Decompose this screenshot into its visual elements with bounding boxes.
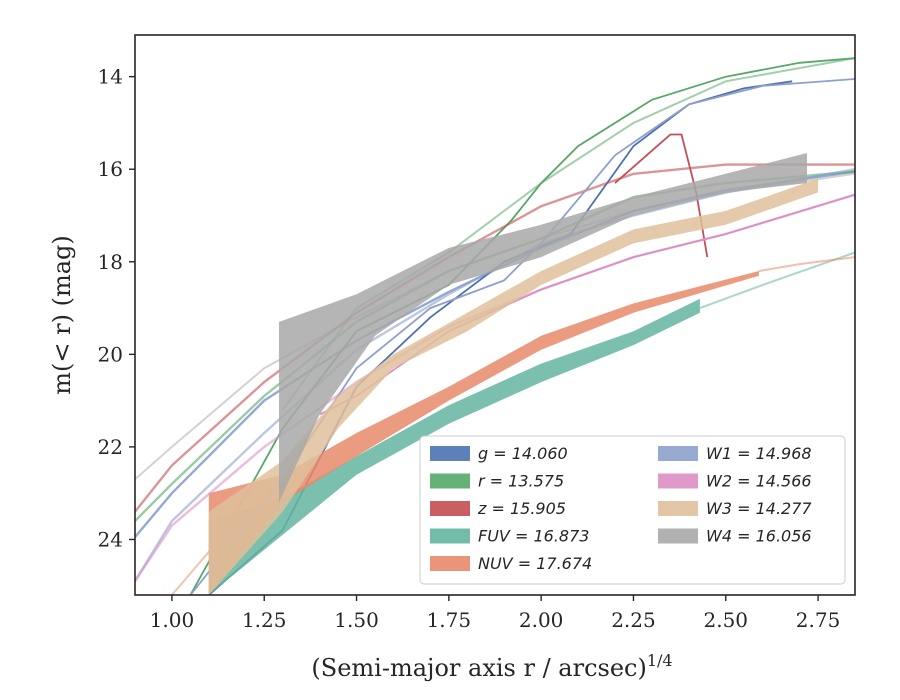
- legend-label-r: r = 13.575: [478, 472, 564, 491]
- band-w4: [279, 153, 807, 503]
- x-tick-label: 2.00: [519, 608, 564, 632]
- legend-label-z: z = 15.905: [477, 499, 566, 518]
- y-axis-label: m(< r) (mag): [48, 235, 76, 394]
- y-tick-label: 20: [98, 342, 123, 366]
- legend-swatch-w3: [658, 501, 698, 516]
- legend-box: [419, 435, 846, 585]
- legend-swatch-r: [430, 473, 470, 489]
- x-tick-label: 2.50: [704, 608, 749, 632]
- x-axis-label-text: (Semi-major axis r / arcsec): [311, 654, 646, 682]
- y-tick-label: 14: [98, 65, 123, 89]
- legend-label-nuv: NUV = 17.674: [478, 554, 592, 573]
- x-tick-label: 1.75: [427, 608, 472, 632]
- legend-swatch-w2: [658, 473, 698, 489]
- legend-swatch-w4: [658, 528, 698, 544]
- x-tick-label: 1.25: [242, 608, 287, 632]
- x-axis: 1.00 1.25 1.50 1.75 2.00 2.25 2.50 2.75: [150, 595, 841, 632]
- x-tick-label: 1.00: [150, 608, 195, 632]
- x-tick-label: 2.75: [796, 608, 841, 632]
- legend: g = 14.060 r = 13.575 z = 15.905 FUV = 16.8…: [419, 435, 846, 585]
- legend-label-g: g = 14.060: [478, 444, 568, 463]
- legend-label-w3: W3 = 14.277: [706, 499, 812, 518]
- legend-label-w1: W1 = 14.968: [706, 444, 812, 463]
- x-axis-label-superscript: 1/4: [647, 651, 673, 670]
- extra-profile-line-0: [135, 172, 855, 481]
- model-fuv: [699, 251, 855, 310]
- legend-swatch-nuv: [430, 556, 470, 571]
- legend-swatch-g: [430, 446, 470, 461]
- x-tick-label: 2.25: [611, 608, 656, 632]
- legend-label-fuv: FUV = 16.873: [478, 527, 589, 546]
- legend-label-w2: W2 = 14.566: [706, 472, 812, 491]
- legend-swatch-w1: [658, 446, 698, 461]
- legend-swatch-z: [430, 501, 470, 516]
- legend-label-w4: W4 = 16.056: [706, 527, 812, 546]
- model-nuv: [758, 256, 855, 272]
- band-fuv: [208, 298, 700, 595]
- x-axis-label: (Semi-major axis r / arcsec)1/4: [311, 651, 672, 682]
- y-axis: 14 16 18 20 22 24: [98, 65, 135, 551]
- plot-frame: [134, 34, 856, 596]
- profile-z: [614, 133, 709, 258]
- y-tick-label: 22: [98, 435, 123, 459]
- x-tick-label: 1.50: [334, 608, 379, 632]
- y-tick-label: 16: [98, 157, 123, 181]
- plot-area: [135, 57, 855, 595]
- legend-swatch-fuv: [430, 528, 470, 544]
- y-tick-label: 18: [98, 250, 123, 274]
- y-tick-label: 24: [98, 527, 123, 551]
